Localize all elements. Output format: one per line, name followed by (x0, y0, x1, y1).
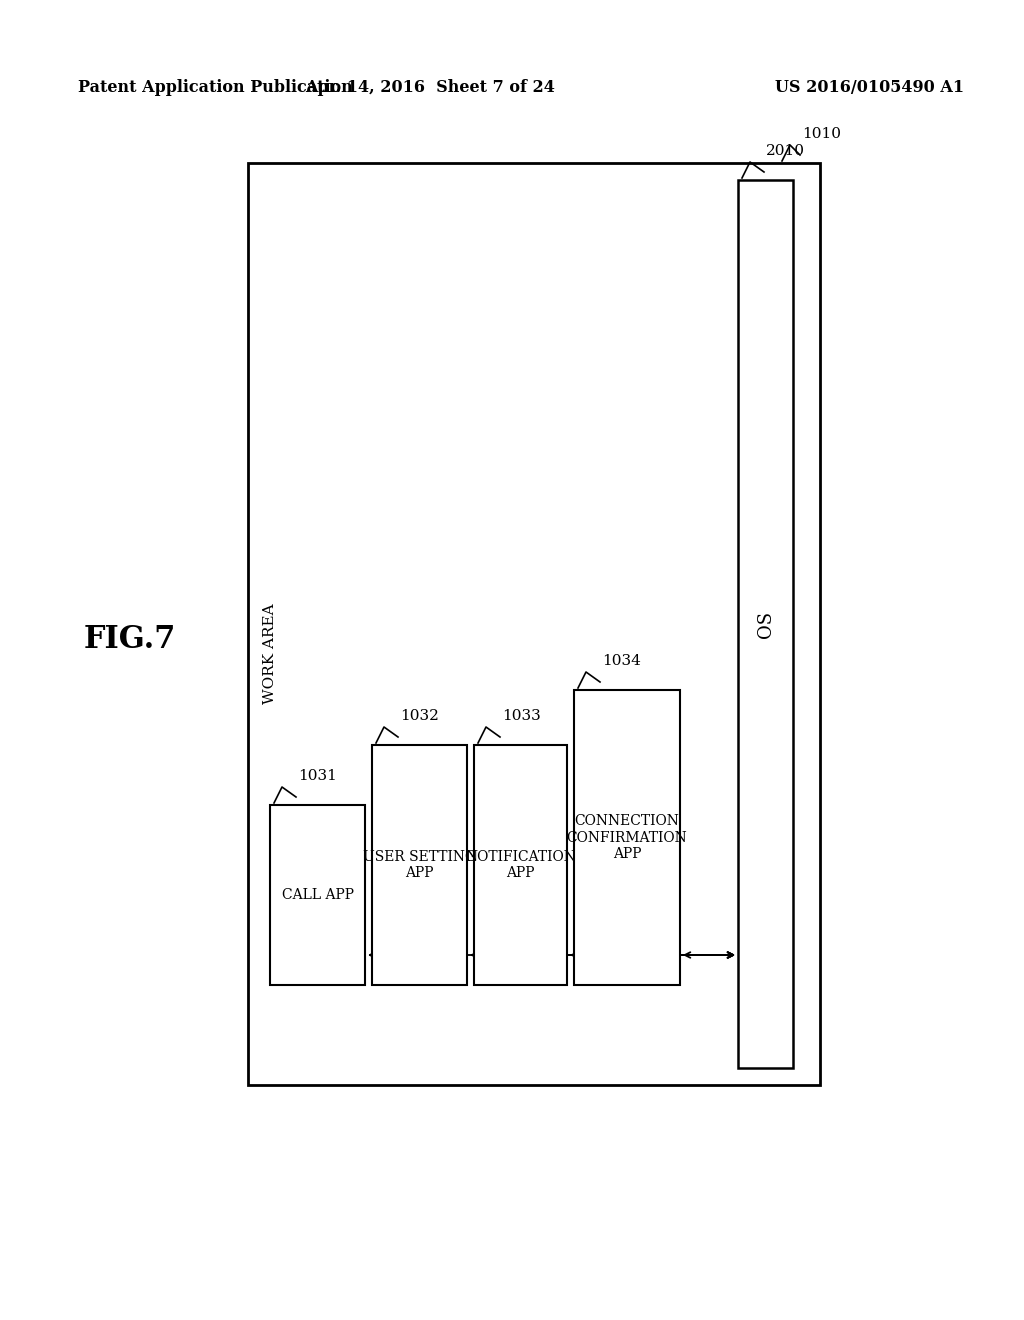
Text: 1033: 1033 (502, 709, 541, 723)
Text: OS: OS (757, 610, 774, 638)
Text: 1034: 1034 (602, 653, 641, 668)
Bar (738, 180, 793, 1068)
Bar (474, 744, 567, 985)
Bar (574, 690, 680, 985)
Text: 1031: 1031 (298, 770, 337, 783)
Text: FIG.7: FIG.7 (84, 624, 176, 656)
Bar (372, 744, 467, 985)
Bar (248, 162, 820, 1085)
Text: USER SETTING
APP: USER SETTING APP (362, 850, 476, 880)
Text: 1010: 1010 (802, 127, 841, 141)
Text: 2010: 2010 (766, 144, 805, 158)
Text: US 2016/0105490 A1: US 2016/0105490 A1 (775, 79, 965, 96)
Text: Patent Application Publication: Patent Application Publication (78, 79, 352, 96)
Text: NOTIFICATION
APP: NOTIFICATION APP (465, 850, 575, 880)
Bar (270, 805, 365, 985)
Text: Apr. 14, 2016  Sheet 7 of 24: Apr. 14, 2016 Sheet 7 of 24 (305, 79, 555, 96)
Text: CALL APP: CALL APP (282, 888, 353, 902)
Text: CONNECTION
CONFIRMATION
APP: CONNECTION CONFIRMATION APP (566, 814, 687, 861)
Text: WORK AREA: WORK AREA (263, 603, 278, 705)
Text: 1032: 1032 (400, 709, 439, 723)
